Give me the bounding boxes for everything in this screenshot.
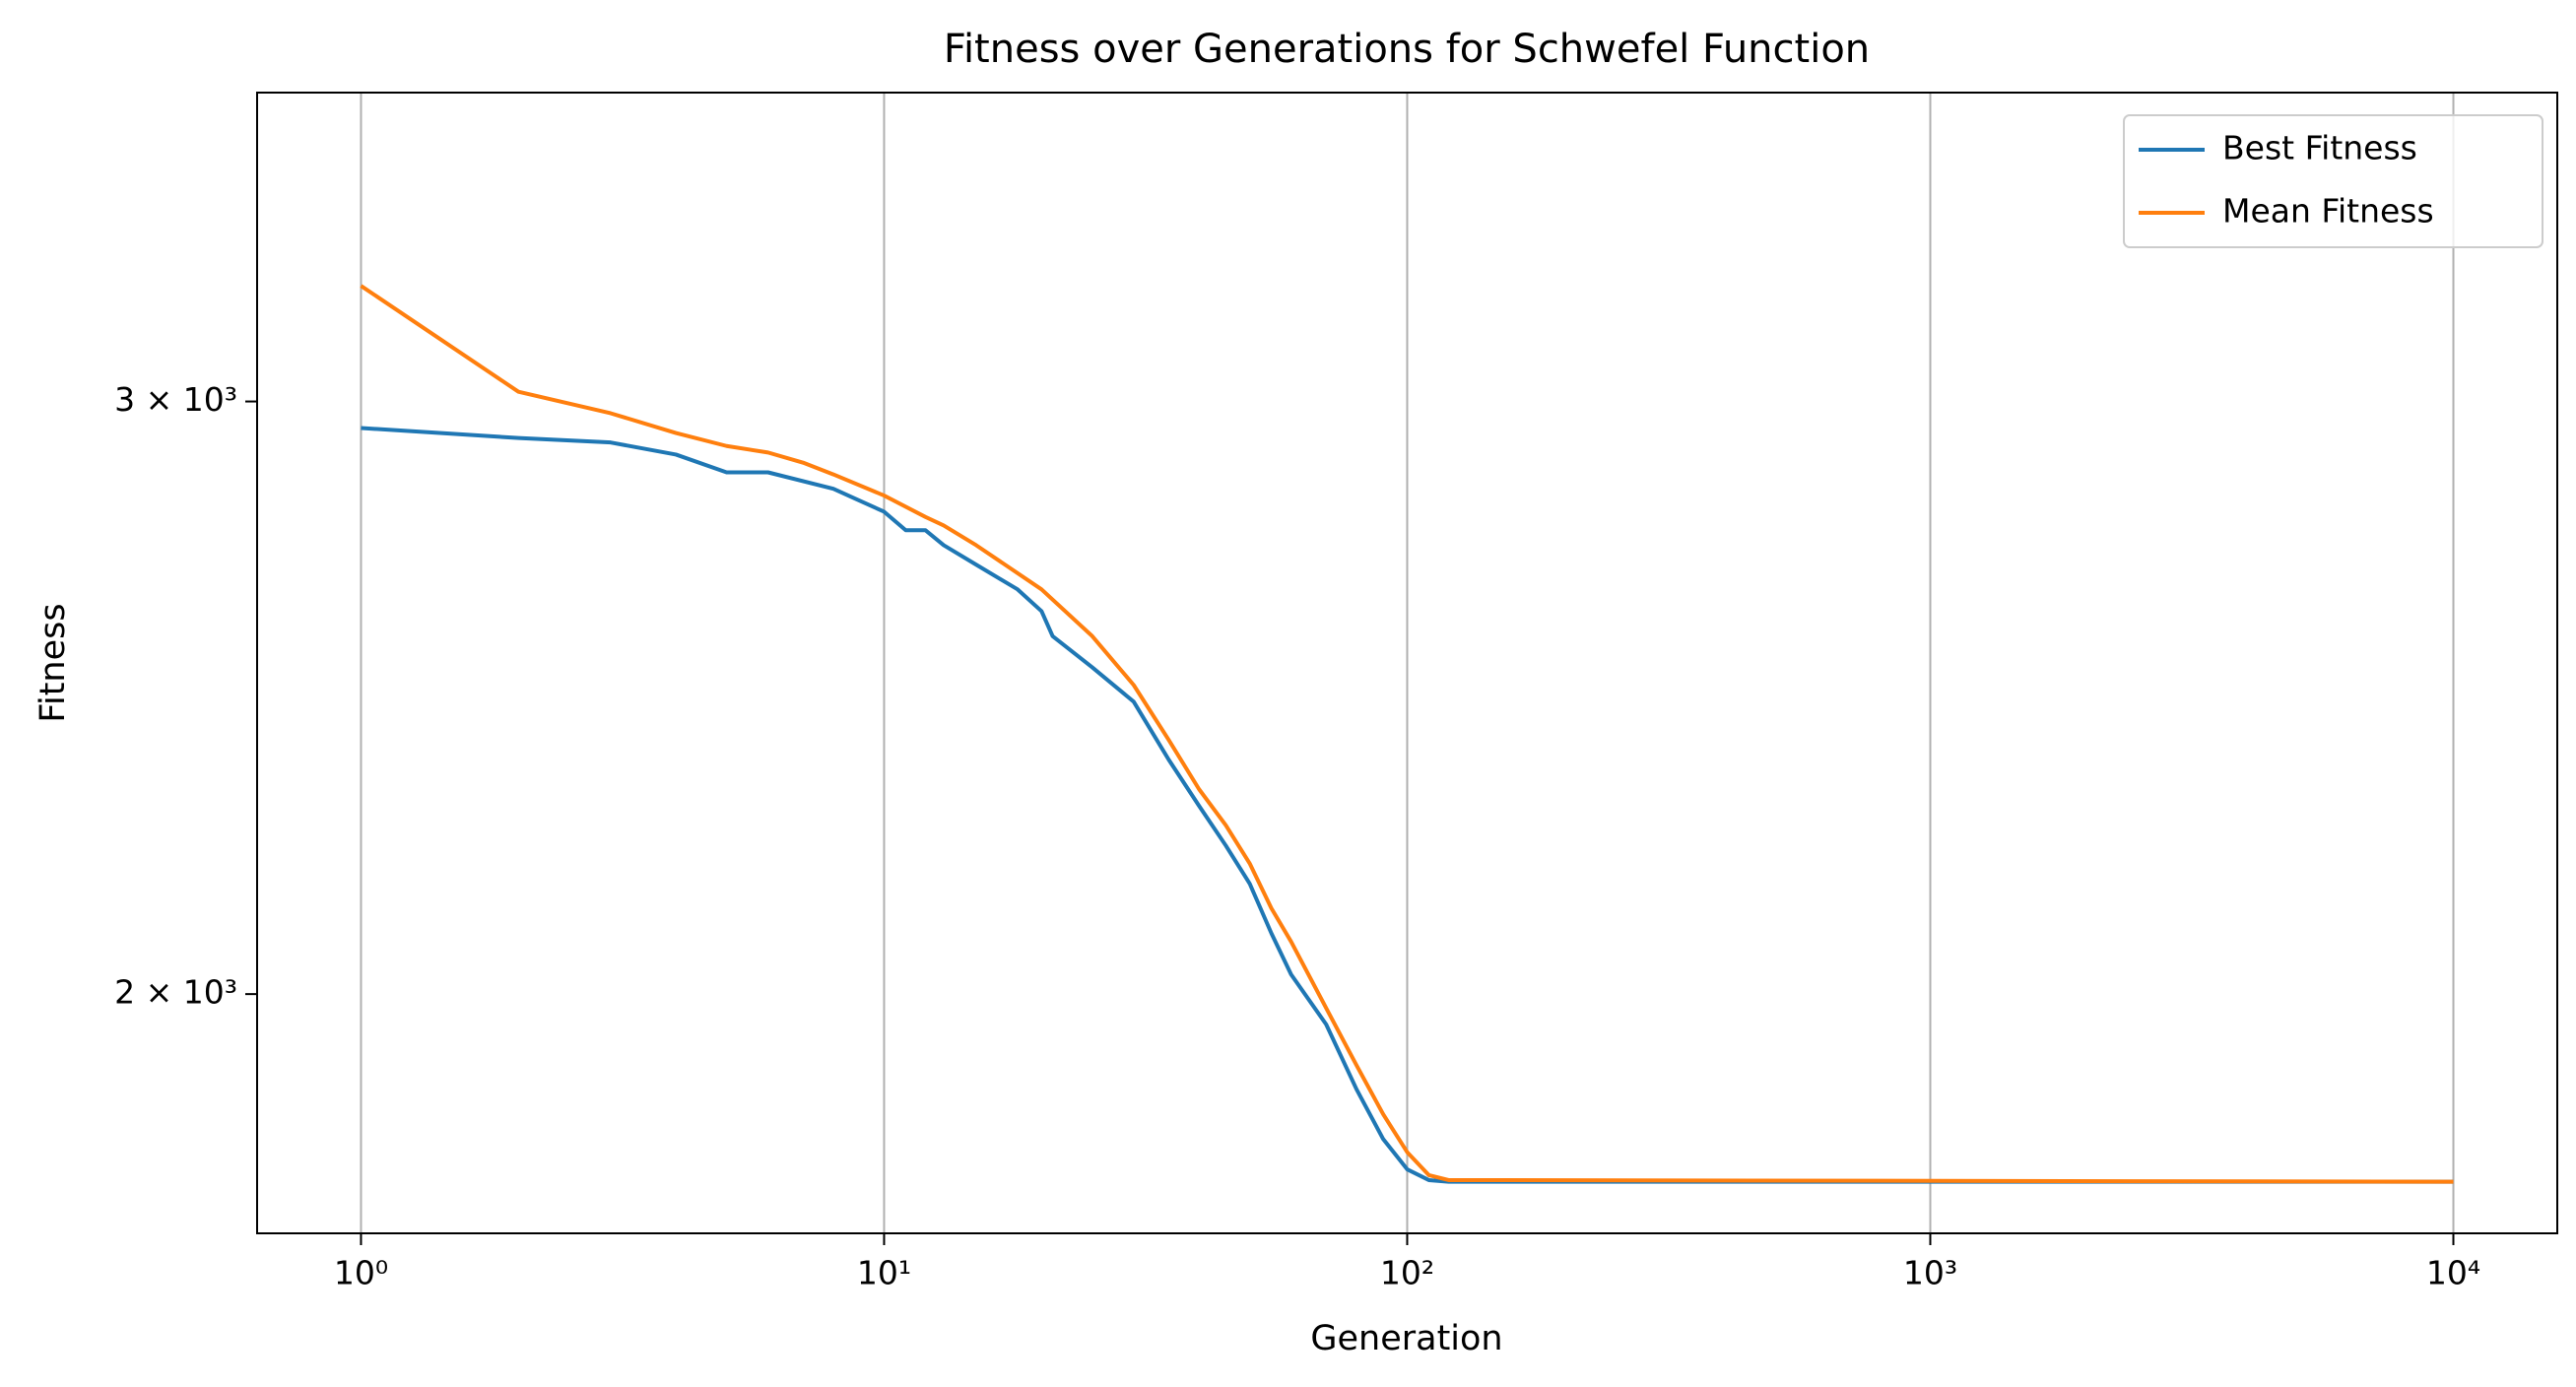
x-tick-label: 10² (1380, 1254, 1434, 1292)
x-tick-label: 10³ (1903, 1254, 1957, 1292)
line (361, 426, 2454, 1184)
y-tick-label: 2 × 10³ (114, 973, 237, 1012)
plot-frame (256, 92, 2558, 1234)
y-tick-label: 3 × 10³ (114, 380, 237, 419)
legend-box (2123, 114, 2543, 248)
legend-label: Best Fitness (2222, 129, 2417, 167)
x-tick-label: 10¹ (857, 1254, 911, 1292)
line (360, 284, 2454, 1184)
x-tick-label: 10⁴ (2426, 1254, 2480, 1292)
chart-title: Fitness over Generations for Schwefel Fu… (944, 27, 1870, 72)
y-axis-label: Fitness (33, 603, 73, 722)
x-tick-label: 10⁰ (334, 1254, 388, 1292)
x-axis-label: Generation (1310, 1319, 1502, 1358)
legend-label: Mean Fitness (2222, 192, 2434, 231)
